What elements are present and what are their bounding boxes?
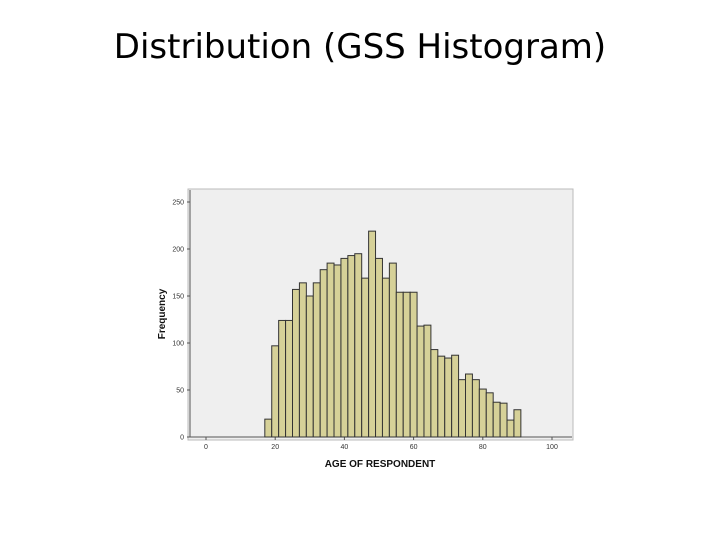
bar — [485, 392, 494, 438]
x-tick-label: 100 — [546, 444, 558, 451]
x-tick-label: 60 — [410, 444, 418, 451]
x-tick-label: 40 — [341, 444, 349, 451]
bar — [402, 291, 411, 438]
y-axis-label: Frequency — [157, 288, 168, 339]
bar — [298, 282, 307, 438]
bar — [388, 262, 397, 438]
y-tick-label: 250 — [172, 200, 184, 207]
bar — [471, 379, 480, 438]
bar — [278, 319, 287, 438]
bar — [368, 230, 377, 438]
bar — [437, 355, 446, 438]
bar — [492, 401, 501, 438]
bar — [305, 295, 314, 438]
bar — [458, 379, 466, 438]
bar — [395, 291, 404, 438]
bar — [285, 319, 293, 438]
bar — [478, 388, 487, 438]
x-tick-label: 80 — [479, 444, 487, 451]
y-tick-label: 0 — [180, 435, 184, 442]
x-tick-label: 0 — [204, 444, 208, 451]
y-tick-label: 150 — [172, 294, 184, 301]
x-tick-label: 20 — [271, 444, 279, 451]
x-axis-label: AGE OF RESPONDENT — [325, 459, 436, 470]
chart-title: Distribution (GSS Histogram) — [114, 27, 606, 67]
bar — [292, 288, 300, 438]
y-tick-label: 100 — [172, 341, 184, 348]
bar — [333, 264, 342, 438]
bar — [354, 253, 363, 438]
y-tick-label: 50 — [176, 388, 184, 395]
bar — [444, 357, 453, 438]
bar — [326, 262, 335, 438]
y-tick-label: 200 — [172, 247, 184, 254]
bar — [430, 349, 439, 438]
bar — [465, 373, 473, 438]
bar — [506, 419, 515, 438]
bar — [340, 257, 349, 438]
bar — [451, 354, 460, 438]
bar — [347, 255, 356, 438]
bar — [416, 325, 425, 438]
bar — [264, 418, 273, 438]
bar — [319, 269, 328, 438]
bar — [499, 402, 508, 438]
bar — [312, 282, 321, 438]
bar — [375, 257, 383, 438]
bar — [361, 277, 370, 438]
bar — [423, 324, 432, 438]
bar — [513, 409, 522, 438]
bar — [271, 345, 280, 438]
bar — [409, 291, 418, 438]
bar — [381, 277, 390, 438]
